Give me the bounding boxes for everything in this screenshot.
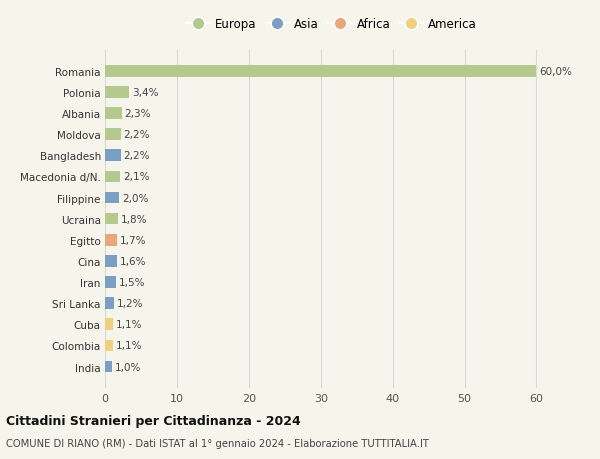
Bar: [105, 213, 118, 225]
Legend: Europa, Asia, Africa, America: Europa, Asia, Africa, America: [184, 16, 479, 34]
Bar: [105, 361, 112, 373]
Text: 2,2%: 2,2%: [124, 151, 150, 161]
Bar: [105, 129, 121, 140]
Bar: [105, 298, 113, 309]
Text: 1,6%: 1,6%: [119, 256, 146, 266]
Bar: [105, 256, 116, 267]
Text: 60,0%: 60,0%: [539, 67, 572, 77]
Text: 2,2%: 2,2%: [124, 130, 150, 140]
Bar: [105, 87, 130, 99]
Bar: [105, 277, 116, 288]
Bar: [105, 108, 122, 120]
Text: 1,0%: 1,0%: [115, 362, 142, 372]
Bar: [105, 150, 121, 162]
Bar: [105, 171, 120, 183]
Text: 1,5%: 1,5%: [119, 277, 145, 287]
Text: 2,1%: 2,1%: [123, 172, 149, 182]
Text: 1,1%: 1,1%: [116, 319, 142, 330]
Text: 1,2%: 1,2%: [116, 298, 143, 308]
Text: 2,3%: 2,3%: [124, 109, 151, 119]
Text: COMUNE DI RIANO (RM) - Dati ISTAT al 1° gennaio 2024 - Elaborazione TUTTITALIA.I: COMUNE DI RIANO (RM) - Dati ISTAT al 1° …: [6, 438, 429, 448]
Text: 1,8%: 1,8%: [121, 214, 148, 224]
Text: Cittadini Stranieri per Cittadinanza - 2024: Cittadini Stranieri per Cittadinanza - 2…: [6, 414, 301, 428]
Bar: [105, 340, 113, 352]
Text: 1,7%: 1,7%: [120, 235, 146, 245]
Text: 2,0%: 2,0%: [122, 193, 149, 203]
Bar: [105, 319, 113, 330]
Bar: [105, 66, 536, 78]
Text: 1,1%: 1,1%: [116, 341, 142, 351]
Bar: [105, 192, 119, 204]
Text: 3,4%: 3,4%: [133, 88, 159, 98]
Bar: [105, 235, 117, 246]
